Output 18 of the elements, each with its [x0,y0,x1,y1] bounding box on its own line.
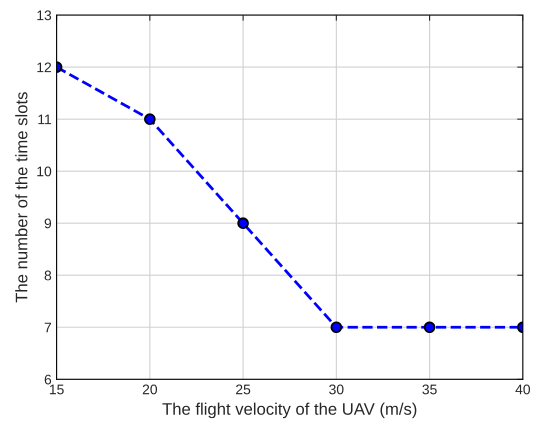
y-tick-label: 9 [44,218,52,228]
point [237,217,249,229]
point [330,321,342,334]
y-tick-label: 7 [44,322,52,332]
y-tick-label: 6 [44,374,52,384]
x-tick-label: 15 [50,384,64,394]
x-tick-label: 30 [329,384,344,394]
y-tick-label: 11 [38,114,52,124]
y-tick-label: 13 [37,10,52,20]
x-tick-label: 25 [236,384,250,394]
y-tick-label: 8 [44,270,52,280]
y-tick-label: 10 [37,166,52,176]
y-tick-label: 12 [37,62,52,72]
x-tick-label: 40 [515,384,530,394]
y-axis-title: The number of the time slots [15,92,28,302]
x-axis-title: The flight velocity of the UAV (m/s) [162,402,416,418]
x-tick-label: 20 [142,384,158,394]
x-tick-label: 35 [422,384,437,394]
